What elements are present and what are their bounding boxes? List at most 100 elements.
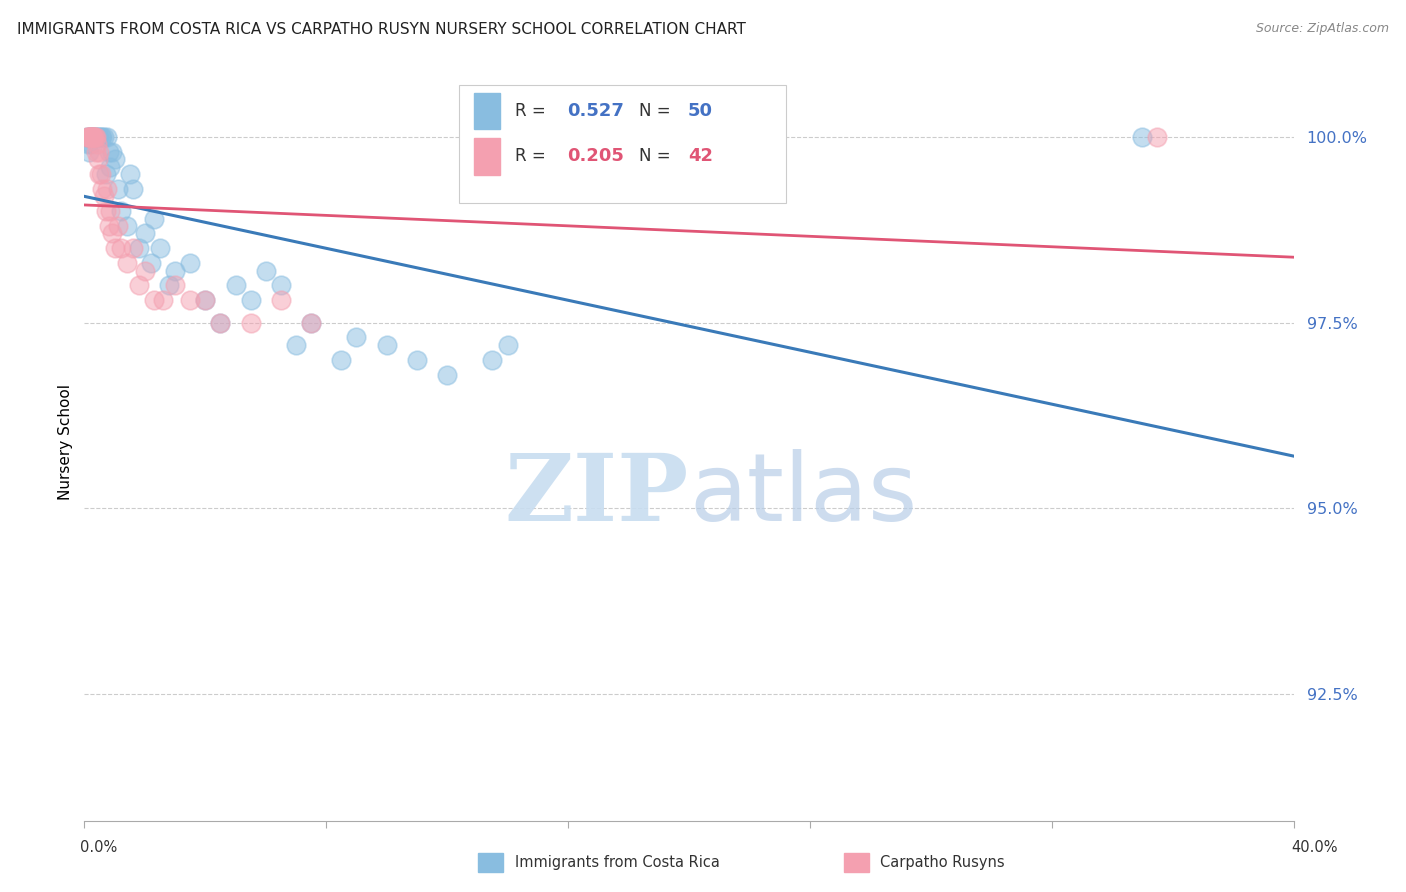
Point xyxy=(121,241,143,255)
Point xyxy=(134,263,156,277)
Point xyxy=(90,129,112,144)
Point xyxy=(1132,129,1154,144)
Point xyxy=(115,219,138,233)
Point xyxy=(93,129,115,144)
Point xyxy=(481,352,503,367)
Point xyxy=(270,293,292,308)
Point xyxy=(89,167,111,181)
Point xyxy=(179,256,201,270)
Point xyxy=(90,167,112,181)
Point xyxy=(194,293,217,308)
Point xyxy=(80,137,103,152)
Point xyxy=(104,241,127,255)
Point xyxy=(115,256,138,270)
Text: Source: ZipAtlas.com: Source: ZipAtlas.com xyxy=(1256,22,1389,36)
Point xyxy=(436,368,458,382)
Text: N =: N = xyxy=(640,102,676,120)
Point xyxy=(128,278,150,293)
Point xyxy=(80,129,103,144)
Point xyxy=(82,129,104,144)
Point xyxy=(299,316,322,330)
Y-axis label: Nursery School: Nursery School xyxy=(58,384,73,500)
Point xyxy=(97,145,120,159)
Point xyxy=(128,241,150,255)
Point xyxy=(118,167,141,181)
Point xyxy=(121,182,143,196)
Point xyxy=(157,278,180,293)
Point xyxy=(89,129,111,144)
Point xyxy=(209,316,232,330)
Point xyxy=(87,145,110,159)
Text: 0.527: 0.527 xyxy=(567,102,624,120)
Point xyxy=(76,129,98,144)
Point xyxy=(79,129,101,144)
Point xyxy=(270,278,292,293)
Text: N =: N = xyxy=(640,147,676,165)
Point xyxy=(94,204,117,219)
Point xyxy=(77,145,100,159)
Point xyxy=(1146,129,1168,144)
Text: atlas: atlas xyxy=(689,449,917,541)
Point xyxy=(84,129,107,144)
Point xyxy=(76,129,98,144)
Point xyxy=(82,129,104,144)
Point xyxy=(96,129,118,144)
Text: R =: R = xyxy=(515,147,551,165)
Point xyxy=(375,338,398,352)
Point xyxy=(87,152,110,166)
Point xyxy=(134,227,156,241)
Point xyxy=(254,263,277,277)
Point xyxy=(225,278,247,293)
Point xyxy=(91,182,114,196)
Point xyxy=(98,160,121,174)
Point xyxy=(209,316,232,330)
Text: 42: 42 xyxy=(688,147,713,165)
Text: ZIP: ZIP xyxy=(505,450,689,540)
Point xyxy=(86,145,108,159)
Point xyxy=(79,129,101,144)
Point xyxy=(87,129,110,144)
Point xyxy=(100,145,122,159)
Point xyxy=(77,137,100,152)
Point xyxy=(107,182,129,196)
Text: 0.205: 0.205 xyxy=(567,147,624,165)
Point xyxy=(179,293,201,308)
Text: Immigrants from Costa Rica: Immigrants from Costa Rica xyxy=(515,855,720,870)
Point xyxy=(83,129,105,144)
Text: R =: R = xyxy=(515,102,551,120)
Point xyxy=(97,219,120,233)
Point xyxy=(165,278,187,293)
Point xyxy=(139,256,162,270)
Point xyxy=(104,152,127,166)
Point xyxy=(77,129,100,144)
Point xyxy=(93,189,115,203)
Point xyxy=(86,137,108,152)
Point xyxy=(91,129,114,144)
Text: IMMIGRANTS FROM COSTA RICA VS CARPATHO RUSYN NURSERY SCHOOL CORRELATION CHART: IMMIGRANTS FROM COSTA RICA VS CARPATHO R… xyxy=(17,22,745,37)
Point xyxy=(86,129,108,144)
Point xyxy=(82,129,104,144)
Text: 50: 50 xyxy=(688,102,713,120)
Point xyxy=(194,293,217,308)
Point xyxy=(165,263,187,277)
Point xyxy=(84,129,107,144)
FancyBboxPatch shape xyxy=(460,85,786,202)
Point xyxy=(239,293,262,308)
Point xyxy=(107,219,129,233)
Point xyxy=(110,204,132,219)
Point xyxy=(406,352,429,367)
Point xyxy=(330,352,353,367)
Point xyxy=(496,338,519,352)
Bar xyxy=(474,93,501,129)
Point xyxy=(299,316,322,330)
Text: 40.0%: 40.0% xyxy=(1291,840,1339,855)
Point xyxy=(149,241,172,255)
Point xyxy=(152,293,174,308)
Point xyxy=(346,330,368,344)
Point xyxy=(142,293,165,308)
Text: 0.0%: 0.0% xyxy=(80,840,117,855)
Text: Carpatho Rusyns: Carpatho Rusyns xyxy=(880,855,1005,870)
Point xyxy=(285,338,308,352)
Point xyxy=(79,129,101,144)
Point xyxy=(80,129,103,144)
